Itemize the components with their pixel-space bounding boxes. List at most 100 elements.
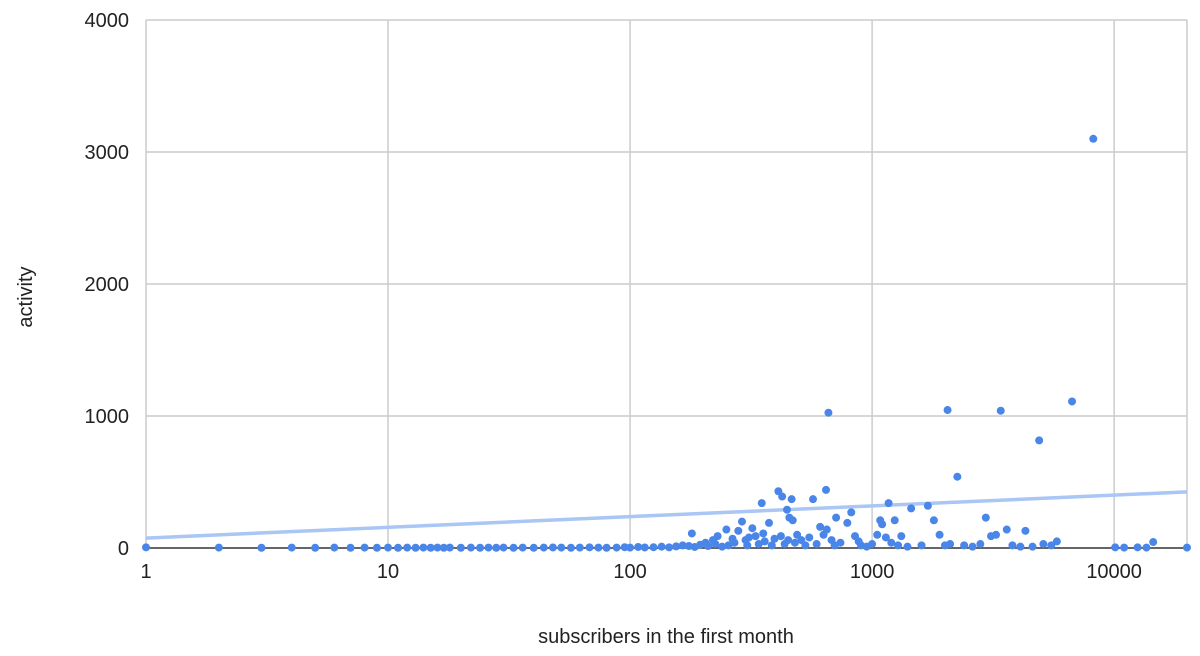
data-point [745,533,753,542]
data-point [903,542,912,551]
data-point [346,543,355,552]
data-point [360,543,369,552]
data-point [678,541,687,550]
data-point [518,543,527,552]
data-point [724,541,733,550]
data-point [394,543,403,552]
data-point [687,529,696,538]
data-point [770,534,779,543]
data-point [929,516,938,525]
data-point [787,495,796,504]
data-point [996,406,1005,415]
data-point [943,406,952,415]
data-point [456,543,465,552]
y-tick-label: 4000 [85,10,130,32]
data-point [1120,543,1129,552]
trendline-path [145,490,1188,540]
data-point [1142,543,1151,552]
data-point [704,542,713,551]
data-point [557,543,566,552]
data-point [881,533,890,542]
data-point [1111,543,1120,552]
data-point [1133,543,1142,552]
data-point [640,543,649,552]
data-point [757,499,766,508]
x-tick-label: 100 [613,561,646,583]
x-tick-label: 1 [140,561,151,583]
y-tick-label: 3000 [85,142,130,164]
data-point [873,530,882,539]
data-point [257,543,266,552]
data-point [822,485,831,494]
data-point [748,524,757,533]
data-point [649,543,658,552]
data-point [539,543,548,552]
data-point [976,540,985,549]
data-point [812,540,821,549]
data-point [894,541,903,550]
data-point [776,532,785,541]
data-point [1052,537,1061,546]
data-point [884,499,893,508]
data-point [612,543,621,552]
data-point [836,538,845,547]
data-point [981,513,990,522]
data-point [499,543,508,552]
data-point [1089,134,1098,143]
data-point [509,543,518,552]
y-axis-ticks: 0 1000 2000 3000 4000 [85,10,130,560]
data-point [992,530,1000,539]
data-point [953,472,962,481]
data-point [713,532,722,541]
data-point [1002,525,1011,534]
grid-lines [145,19,1188,548]
data-point [868,540,877,549]
data-point [672,542,681,551]
data-point [809,495,818,504]
data-point [426,543,435,552]
data-points [142,134,1191,552]
data-point [384,543,393,552]
data-point [287,543,296,552]
data-point [1008,541,1017,550]
data-point [816,522,825,531]
data-point [1035,436,1044,445]
data-point [594,543,603,552]
x-axis-ticks: 1 10 100 1000 10000 [140,561,1142,583]
data-point [665,543,674,552]
data-point [476,543,485,552]
data-point [311,543,320,552]
y-tick-label: 1000 [85,406,130,428]
data-point [718,542,727,551]
data-point [759,529,768,538]
data-point [585,543,594,552]
data-point [805,533,814,542]
data-point [737,517,746,526]
data-point [968,542,977,551]
data-point [887,538,896,547]
data-point [788,516,797,525]
data-point [917,541,926,550]
x-tick-label: 1000 [850,561,895,583]
y-tick-label: 2000 [85,274,130,296]
data-point [1068,397,1077,406]
data-point [960,541,969,550]
data-point [760,537,769,546]
data-point [743,541,752,550]
data-point [801,541,810,550]
data-point [403,543,412,552]
data-point [754,540,763,549]
data-point [1021,526,1030,535]
data-point [626,543,635,552]
data-point [548,543,557,552]
data-point [411,543,420,552]
y-axis-title: activity [15,266,37,327]
data-point [784,536,793,545]
data-point [1039,540,1048,549]
data-point [765,518,774,527]
data-point [419,543,428,552]
data-point [529,543,538,552]
data-point [923,501,932,510]
data-point [439,543,448,552]
